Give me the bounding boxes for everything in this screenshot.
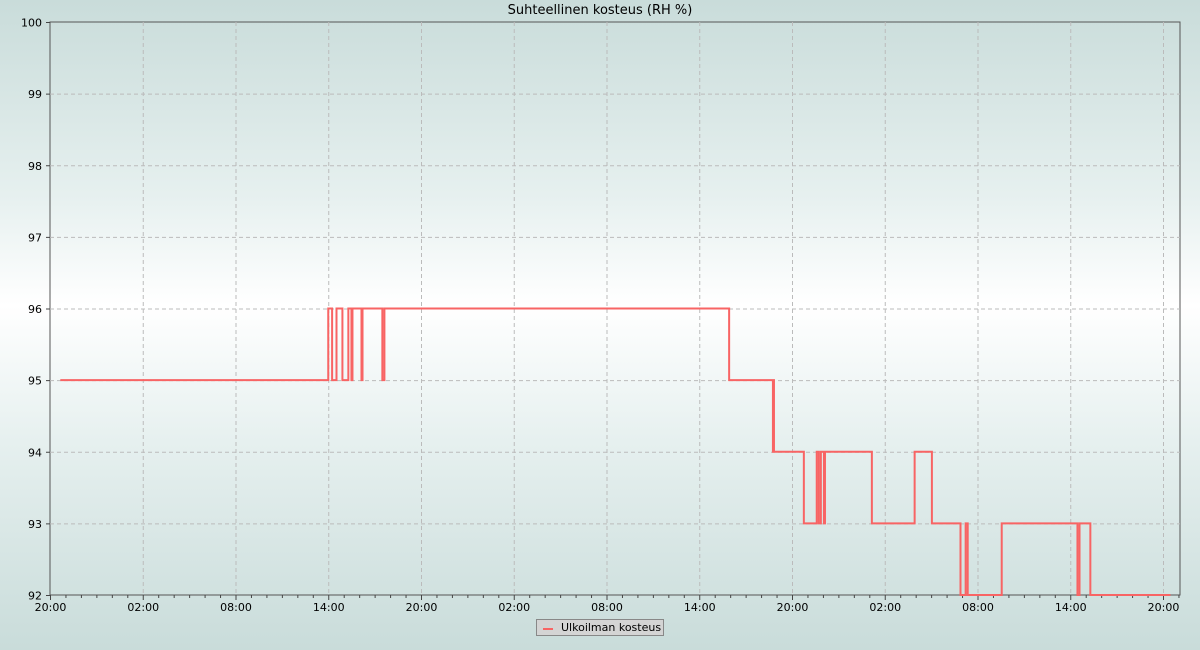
y-tick-label: 98 xyxy=(28,160,42,173)
x-tick-label: 14:00 xyxy=(1055,601,1087,614)
x-tick-label: 20:00 xyxy=(777,601,809,614)
x-tick-label: 02:00 xyxy=(869,601,901,614)
series-line-ulkoilman-kosteus xyxy=(60,307,1171,596)
legend-label: Ulkoilman kosteus xyxy=(561,621,662,634)
x-tick-label: 20:00 xyxy=(35,601,67,614)
x-tick-label: 14:00 xyxy=(684,601,716,614)
y-tick-label: 96 xyxy=(28,303,42,316)
y-tick-label: 95 xyxy=(28,375,42,388)
y-tick-label: 100 xyxy=(21,17,42,30)
legend-swatch xyxy=(543,628,553,630)
y-tick-label: 97 xyxy=(28,231,42,244)
x-tick-label: 08:00 xyxy=(591,601,623,614)
x-tick-label: 20:00 xyxy=(1148,601,1180,614)
y-tick-label: 92 xyxy=(28,590,42,603)
y-tick-label: 93 xyxy=(28,518,42,531)
x-tick-label: 08:00 xyxy=(220,601,252,614)
chart-title: Suhteellinen kosteus (RH %) xyxy=(507,3,693,18)
x-tick-label: 20:00 xyxy=(406,601,438,614)
y-tick-label: 99 xyxy=(28,88,42,101)
x-tick-label: 02:00 xyxy=(127,601,159,614)
y-tick-label: 94 xyxy=(28,446,42,459)
legend: Ulkoilman kosteus xyxy=(536,619,664,636)
x-tick-label: 08:00 xyxy=(962,601,994,614)
x-tick-label: 02:00 xyxy=(498,601,530,614)
x-tick-label: 14:00 xyxy=(313,601,345,614)
